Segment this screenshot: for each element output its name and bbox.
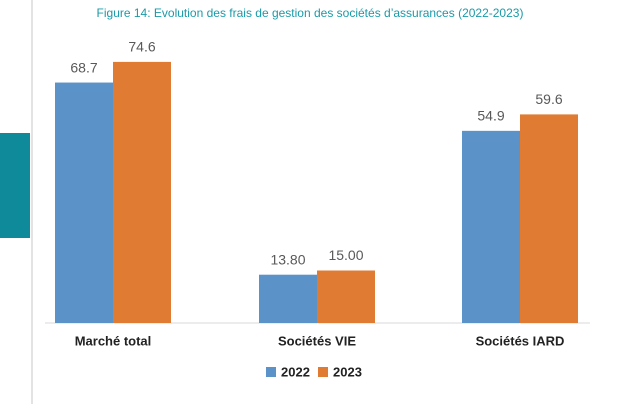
- bar: [462, 130, 520, 323]
- legend-label: 2023: [333, 364, 362, 379]
- legend-swatch: [318, 367, 328, 377]
- bar: [317, 270, 375, 323]
- x-tick-label: Sociétés VIE: [278, 333, 356, 348]
- chart-title: Figure 14: Evolution des frais de gestio…: [97, 6, 524, 20]
- bar: [113, 61, 171, 324]
- data-label: 59.6: [535, 91, 562, 107]
- legend-swatch: [266, 367, 276, 377]
- bar: [55, 82, 113, 323]
- data-label: 68.7: [70, 59, 97, 75]
- x-tick-label: Marché total: [75, 333, 152, 348]
- data-label: 15.00: [328, 247, 363, 263]
- data-label: 54.9: [477, 108, 504, 124]
- bar: [520, 114, 578, 324]
- bar: [259, 274, 317, 323]
- data-label: 74.6: [128, 39, 155, 55]
- x-tick-label: Sociétés IARD: [476, 333, 565, 348]
- legend-label: 2022: [281, 364, 310, 379]
- data-label: 13.80: [270, 251, 305, 267]
- side-tab: [0, 133, 30, 238]
